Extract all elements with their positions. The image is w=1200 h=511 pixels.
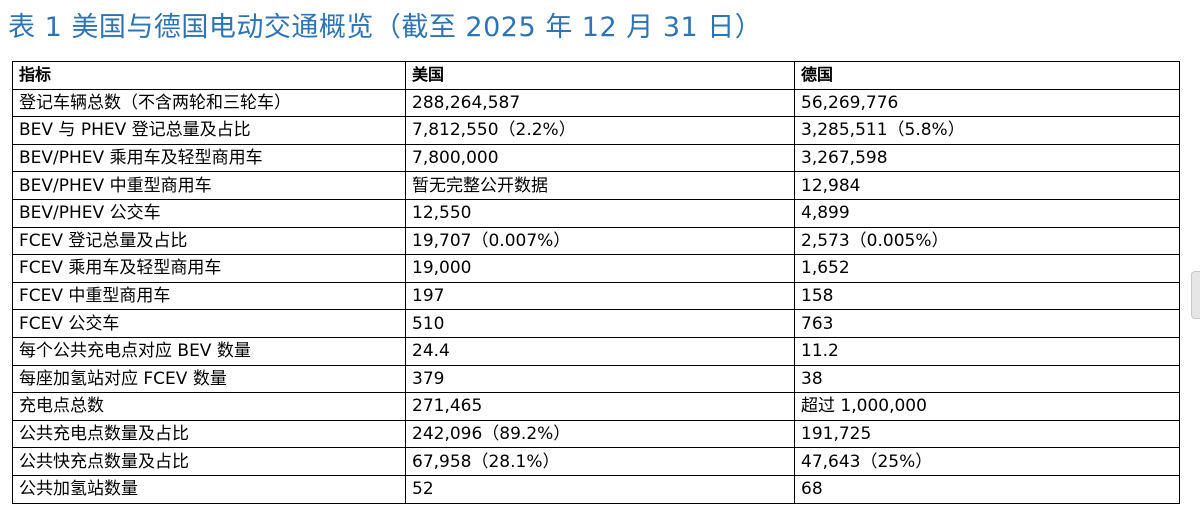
table-row: 公共加氢站数量 52 68 [12, 474, 1180, 504]
indicator-cell: BEV/PHEV 公交车 [12, 198, 406, 228]
table-row: BEV/PHEV 乘用车及轻型商用车 7,800,000 3,267,598 [12, 143, 1180, 173]
table-row: BEV/PHEV 公交车 12,550 4,899 [12, 198, 1180, 228]
usa-value-cell: 67,958（28.1%） [405, 447, 795, 476]
germany-value-cell: 3,267,598 [794, 143, 1180, 173]
table-header-row: 指标 美国 德国 [12, 61, 1180, 90]
usa-value-cell: 288,264,587 [405, 88, 795, 118]
indicator-cell: 登记车辆总数（不含两轮和三轮车） [12, 88, 406, 118]
germany-value-cell: 68 [794, 474, 1180, 504]
indicator-cell: 每座加氢站对应 FCEV 数量 [12, 364, 406, 394]
header-indicator: 指标 [12, 61, 406, 90]
table-row: FCEV 公交车 510 763 [12, 309, 1180, 338]
indicator-cell: 公共快充点数量及占比 [12, 447, 406, 476]
indicator-cell: 充电点总数 [12, 392, 406, 421]
indicator-cell: FCEV 登记总量及占比 [12, 226, 406, 256]
table-row: 充电点总数 271,465 超过 1,000,000 [12, 392, 1180, 421]
germany-value-cell: 4,899 [794, 198, 1180, 228]
germany-value-cell: 38 [794, 364, 1180, 394]
indicator-cell: 每个公共充电点对应 BEV 数量 [12, 336, 406, 366]
usa-value-cell: 24.4 [405, 336, 795, 366]
usa-value-cell: 197 [405, 281, 795, 311]
indicator-cell: FCEV 中重型商用车 [12, 281, 406, 311]
table-row: 每个公共充电点对应 BEV 数量 24.4 11.2 [12, 336, 1180, 366]
germany-value-cell: 47,643（25%） [794, 447, 1180, 476]
indicator-cell: BEV 与 PHEV 登记总量及占比 [12, 116, 406, 145]
table-row: FCEV 登记总量及占比 19,707（0.007%） 2,573（0.005%） [12, 226, 1180, 256]
header-germany: 德国 [794, 61, 1180, 90]
overview-table: 指标 美国 德国 登记车辆总数（不含两轮和三轮车） 288,264,587 56,2… [12, 61, 1180, 504]
germany-value-cell: 12,984 [794, 171, 1180, 200]
usa-value-cell: 19,000 [405, 254, 795, 283]
table-row: 公共快充点数量及占比 67,958（28.1%） 47,643（25%） [12, 447, 1180, 476]
table-title: 表 1 美国与德国电动交通概览（截至 2025 年 12 月 31 日） [8, 12, 763, 43]
germany-value-cell: 超过 1,000,000 [794, 392, 1180, 421]
table-row: FCEV 中重型商用车 197 158 [12, 281, 1180, 311]
indicator-cell: BEV/PHEV 中重型商用车 [12, 171, 406, 200]
header-usa: 美国 [405, 61, 795, 90]
table-row: BEV/PHEV 中重型商用车 暂无完整公开数据 12,984 [12, 171, 1180, 200]
side-scroll-handle[interactable] [1191, 271, 1200, 319]
usa-value-cell: 52 [405, 474, 795, 504]
germany-value-cell: 1,652 [794, 254, 1180, 283]
table-row: 公共充电点数量及占比 242,096（89.2%） 191,725 [12, 419, 1180, 449]
germany-value-cell: 56,269,776 [794, 88, 1180, 118]
germany-value-cell: 158 [794, 281, 1180, 311]
usa-value-cell: 暂无完整公开数据 [405, 171, 795, 200]
indicator-cell: FCEV 乘用车及轻型商用车 [12, 254, 406, 283]
usa-value-cell: 7,812,550（2.2%） [405, 116, 795, 145]
usa-value-cell: 242,096（89.2%） [405, 419, 795, 449]
usa-value-cell: 271,465 [405, 392, 795, 421]
indicator-cell: FCEV 公交车 [12, 309, 406, 338]
germany-value-cell: 763 [794, 309, 1180, 338]
germany-value-cell: 3,285,511（5.8%） [794, 116, 1180, 145]
table-row: 登记车辆总数（不含两轮和三轮车） 288,264,587 56,269,776 [12, 88, 1180, 118]
table-row: BEV 与 PHEV 登记总量及占比 7,812,550（2.2%） 3,285,5… [12, 116, 1180, 145]
usa-value-cell: 510 [405, 309, 795, 338]
germany-value-cell: 191,725 [794, 419, 1180, 449]
usa-value-cell: 19,707（0.007%） [405, 226, 795, 256]
indicator-cell: 公共加氢站数量 [12, 474, 406, 504]
usa-value-cell: 379 [405, 364, 795, 394]
usa-value-cell: 12,550 [405, 198, 795, 228]
indicator-cell: 公共充电点数量及占比 [12, 419, 406, 449]
table-body: 登记车辆总数（不含两轮和三轮车） 288,264,587 56,269,776 BEV… [12, 88, 1180, 504]
table-row: 每座加氢站对应 FCEV 数量 379 38 [12, 364, 1180, 394]
germany-value-cell: 2,573（0.005%） [794, 226, 1180, 256]
indicator-cell: BEV/PHEV 乘用车及轻型商用车 [12, 143, 406, 173]
usa-value-cell: 7,800,000 [405, 143, 795, 173]
table-row: FCEV 乘用车及轻型商用车 19,000 1,652 [12, 254, 1180, 283]
germany-value-cell: 11.2 [794, 336, 1180, 366]
